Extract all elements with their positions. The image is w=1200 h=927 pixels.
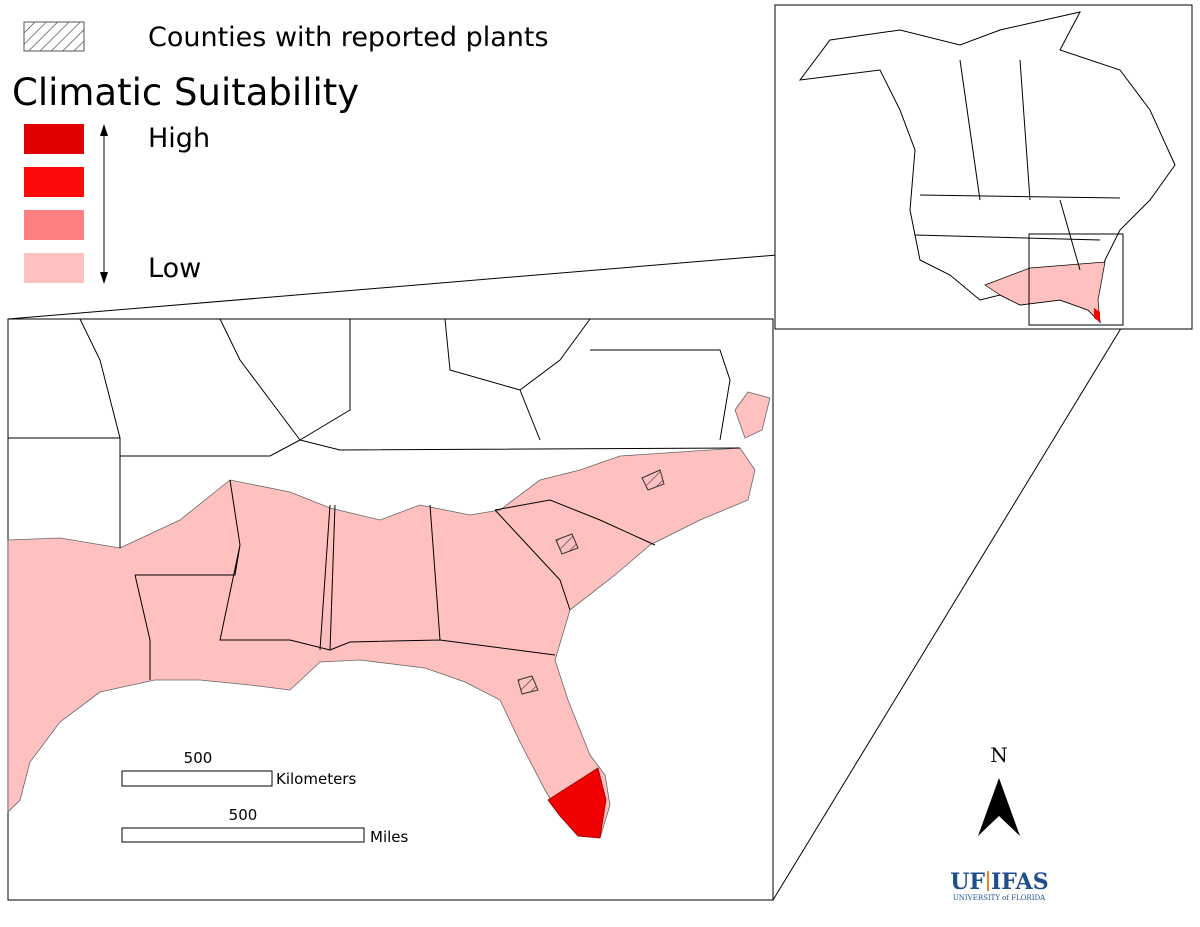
low-suitability-region [734,391,771,439]
scale-bar-mi [121,827,365,843]
north-arrow [978,778,1020,836]
hatch-swatch [23,21,85,52]
logo-university: UNIVERSITY of FLORIDA [953,894,1046,902]
scale-km-value: 500 [184,749,213,767]
low-label: Low [148,253,201,284]
logo-ifas: IFAS [991,869,1049,895]
scale-mi-unit: Miles [370,828,409,846]
main-map: 500 Kilometers 500 Miles [7,318,774,901]
swatch [24,210,84,240]
connector [772,324,1124,901]
state-borders [8,318,741,680]
hatch-label: Counties with reported plants [148,22,549,53]
swatch [24,124,84,154]
legend-title: Climatic Suitability [12,71,359,114]
north-label: N [990,743,1008,767]
logo-uf: UF [950,869,985,895]
swatch [24,167,84,197]
high-suitability-region [547,767,607,839]
legend: Counties with reported plants Climatic S… [12,21,549,284]
inset-high-region [1094,308,1100,322]
inset-borders [914,59,1121,271]
logo: UF IFAS UNIVERSITY of FLORIDA [950,869,1048,902]
scale-bar-km [121,770,273,787]
scale-mi-value: 500 [229,806,258,824]
inset-extent-box [1028,233,1124,326]
scale-km-unit: Kilometers [276,770,356,788]
reported-counties [517,469,665,695]
high-label: High [148,123,210,154]
inset-map [774,4,1193,330]
swatch [24,253,84,283]
